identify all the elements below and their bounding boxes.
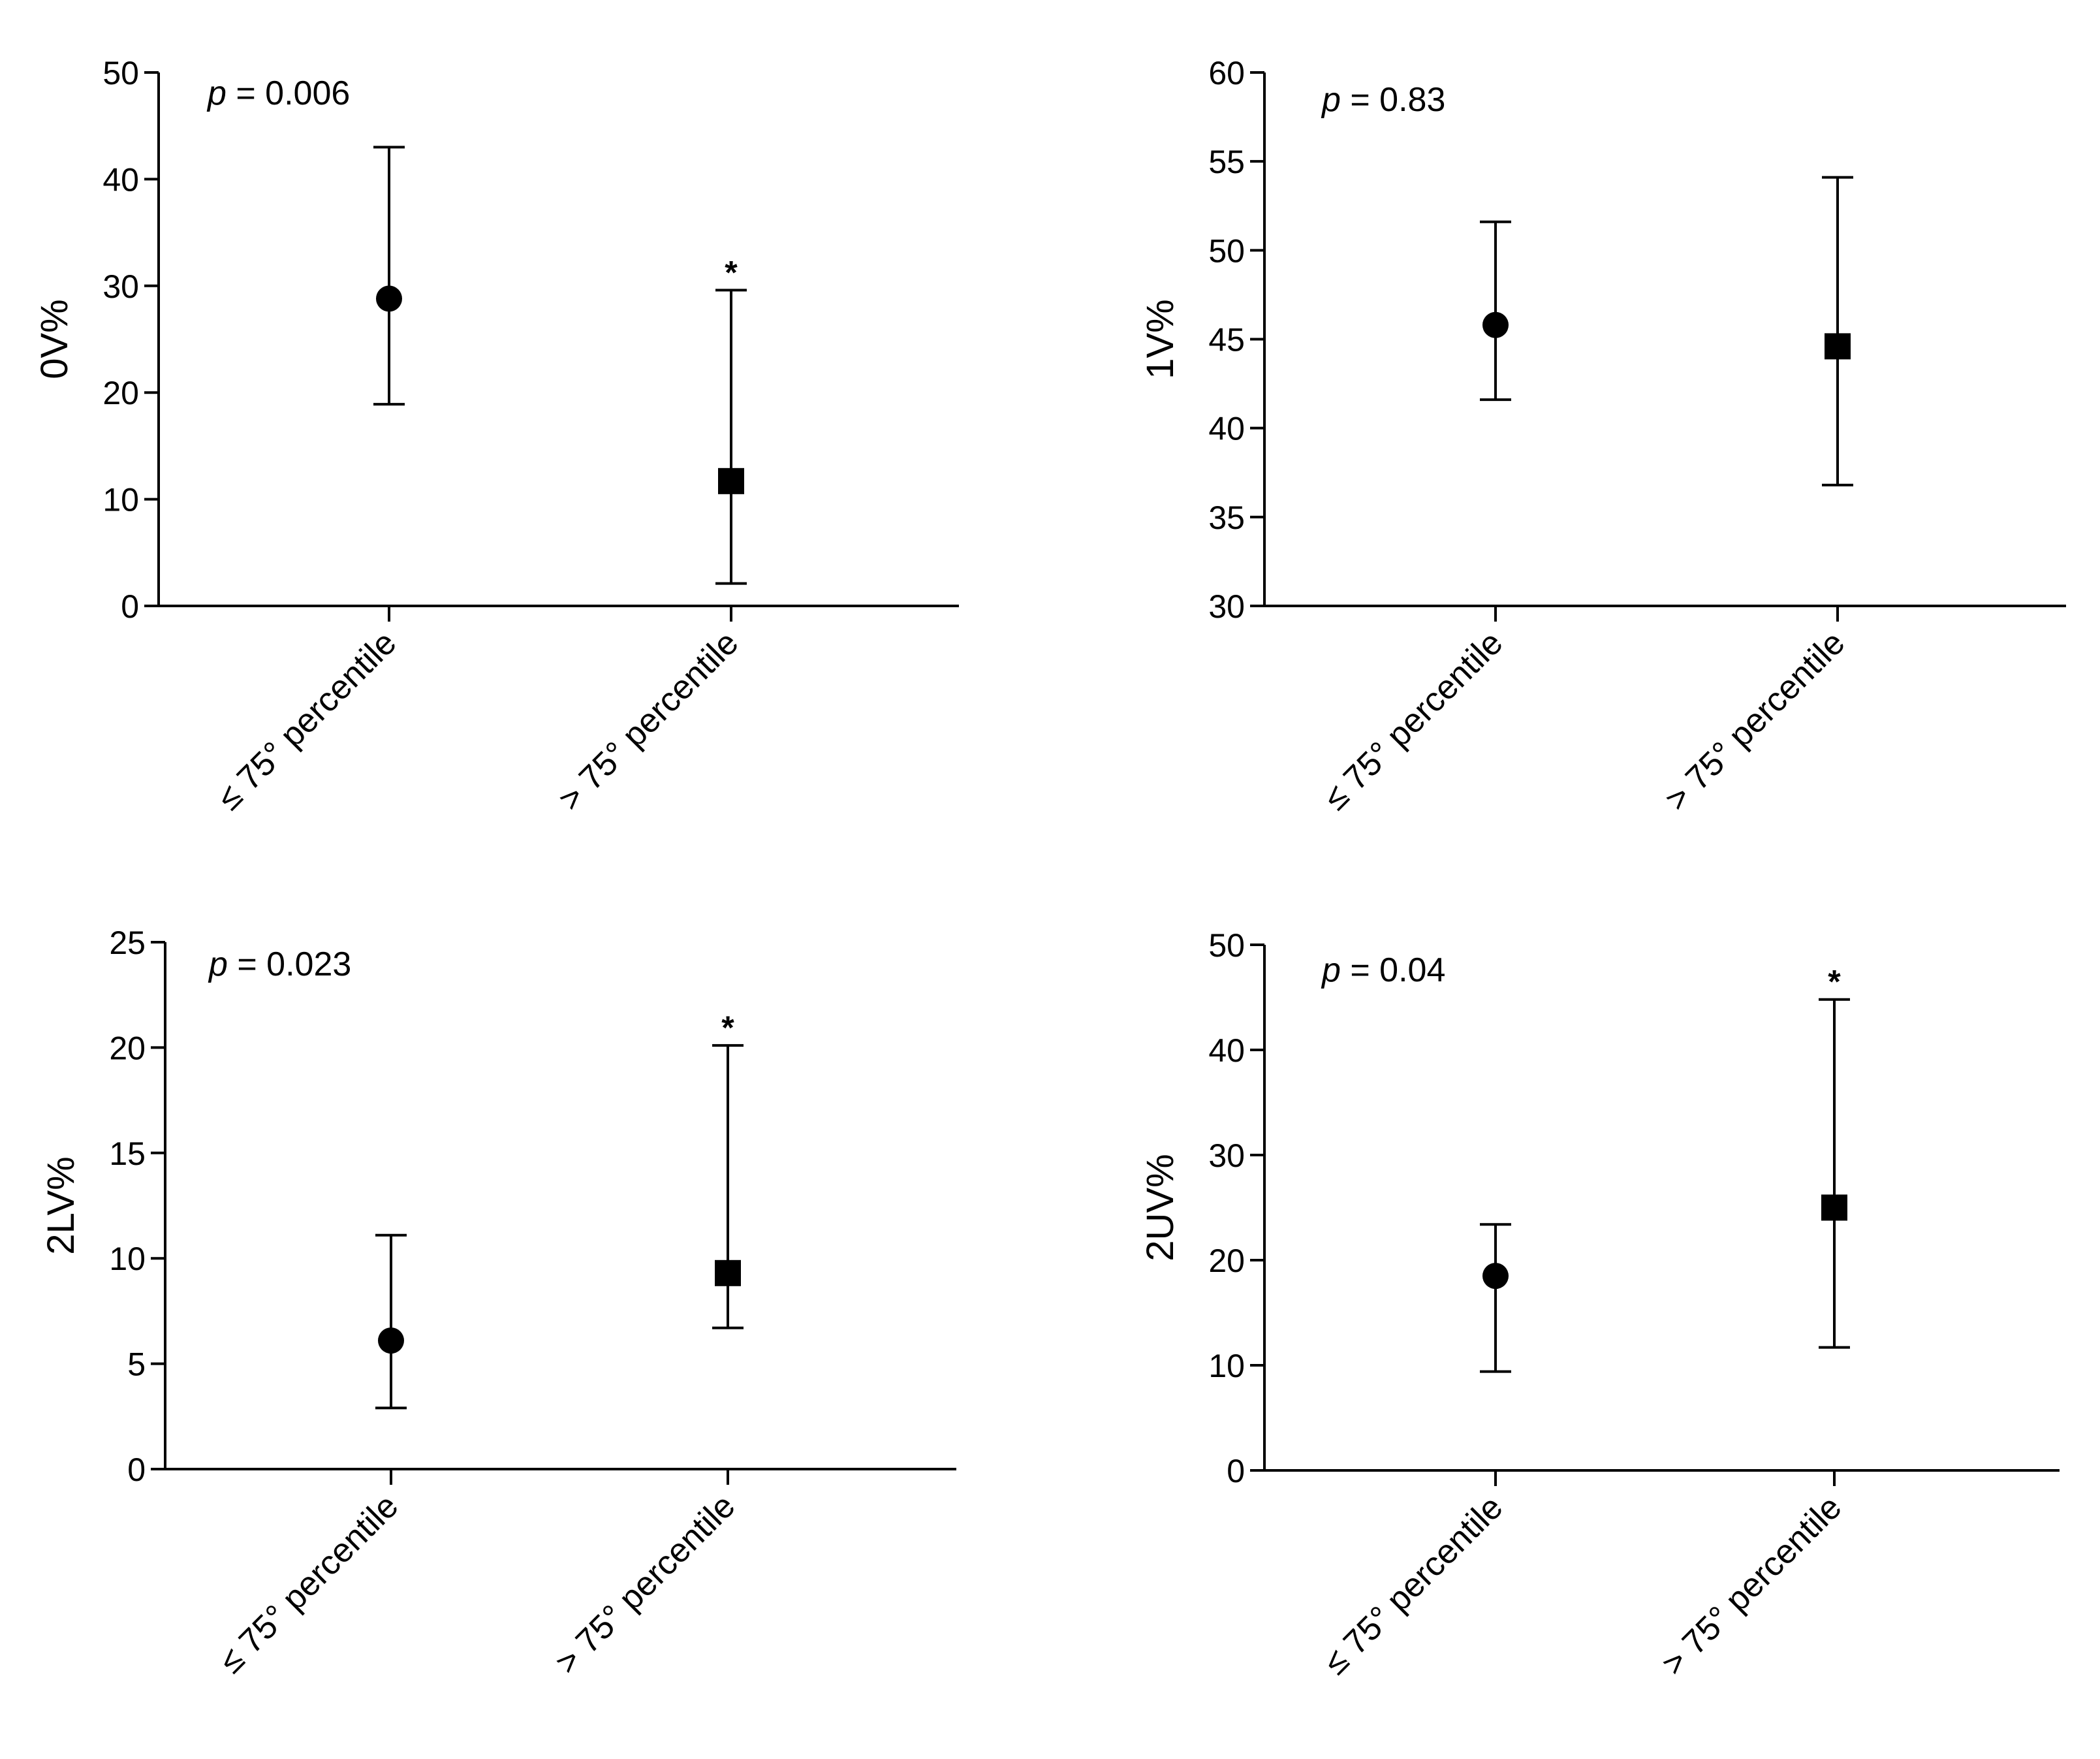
significance-star: * [721,1009,734,1046]
x-category-label: ≤ 75° percentile [212,1487,406,1681]
y-tick-label: 60 [1208,55,1245,91]
p-value-symbol: p [208,945,228,983]
p-value-text: = 0.006 [227,74,350,112]
y-tick-label: 10 [1208,1348,1245,1384]
p-value-symbol: p [1321,951,1341,989]
y-tick-label: 0 [127,1451,146,1488]
data-point-square [718,467,744,494]
p-value-text: = 0.83 [1341,81,1445,119]
data-point-circle [1482,1263,1509,1290]
p-value-label: p = 0.023 [208,945,351,983]
chart-panel-top-left: 0 10 20 30 40 50 0V% p = 0.006 ≤ 75° percentile >… [33,55,959,818]
y-tick-label: 30 [1208,588,1245,625]
y-tick-label: 5 [127,1346,146,1383]
y-tick-label: 20 [1208,1243,1245,1279]
x-category-label: ≤ 75° percentile [210,624,404,817]
y-tick-label: 25 [109,925,146,961]
p-value-symbol: p [1321,81,1341,119]
x-category-label: ≤ 75° percentile [1317,624,1511,817]
data-point-circle [1482,311,1509,338]
p-value-text: = 0.023 [228,945,351,983]
p-value-label: p = 0.006 [206,74,350,112]
y-tick-label: 20 [109,1030,146,1066]
y-tick-label: 40 [1208,411,1245,447]
p-value-symbol: p [206,74,227,112]
x-category-label: > 75° percentile [548,1487,743,1681]
y-tick-label: 50 [1208,927,1245,964]
chart-panel-bottom-left: 0 5 10 15 20 25 2LV% p = 0.023 ≤ 75° percentile >… [40,925,956,1681]
y-axis-label: 2UV% [1139,1154,1182,1261]
chart-panel-bottom-right: 0 10 20 30 40 50 2UV% p = 0.04 ≤ 75° percentile >… [1139,927,2060,1683]
y-tick-label: 40 [1208,1032,1245,1069]
data-point-circle [376,285,402,312]
y-tick-label: 30 [1208,1137,1245,1174]
significance-star: * [1828,964,1841,1000]
y-tick-label: 35 [1208,499,1245,536]
y-tick-label: 50 [102,55,139,91]
y-tick-label: 10 [102,482,139,518]
y-tick-label: 20 [102,375,139,411]
x-category-label: > 75° percentile [552,624,746,818]
significance-star: * [725,254,738,291]
y-tick-label: 0 [121,588,139,625]
x-category-label: > 75° percentile [1658,624,1853,818]
y-axis-label: 0V% [33,299,76,379]
y-tick-label: 45 [1208,322,1245,358]
y-tick-label: 30 [102,268,139,305]
y-tick-label: 50 [1208,232,1245,269]
data-point-circle [378,1327,404,1354]
y-tick-label: 15 [109,1135,146,1172]
x-category-label: ≤ 75° percentile [1317,1488,1511,1682]
data-point-square [1825,333,1851,360]
y-axis-label: 2LV% [40,1156,82,1254]
y-tick-label: 10 [109,1241,146,1277]
p-value-text: = 0.04 [1341,951,1445,989]
p-value-label: p = 0.04 [1321,951,1445,989]
y-tick-label: 55 [1208,144,1245,180]
y-tick-label: 0 [1227,1453,1245,1489]
x-category-label: > 75° percentile [1655,1488,1849,1683]
data-point-square [1821,1194,1847,1221]
chart-panel-top-right: 30 35 40 45 50 55 60 1V% p = 0.83 ≤ 75° percentil… [1139,55,2066,818]
y-tick-label: 40 [102,161,139,198]
y-axis-label: 1V% [1139,299,1182,379]
p-value-label: p = 0.83 [1321,81,1445,119]
data-point-square [715,1260,741,1286]
